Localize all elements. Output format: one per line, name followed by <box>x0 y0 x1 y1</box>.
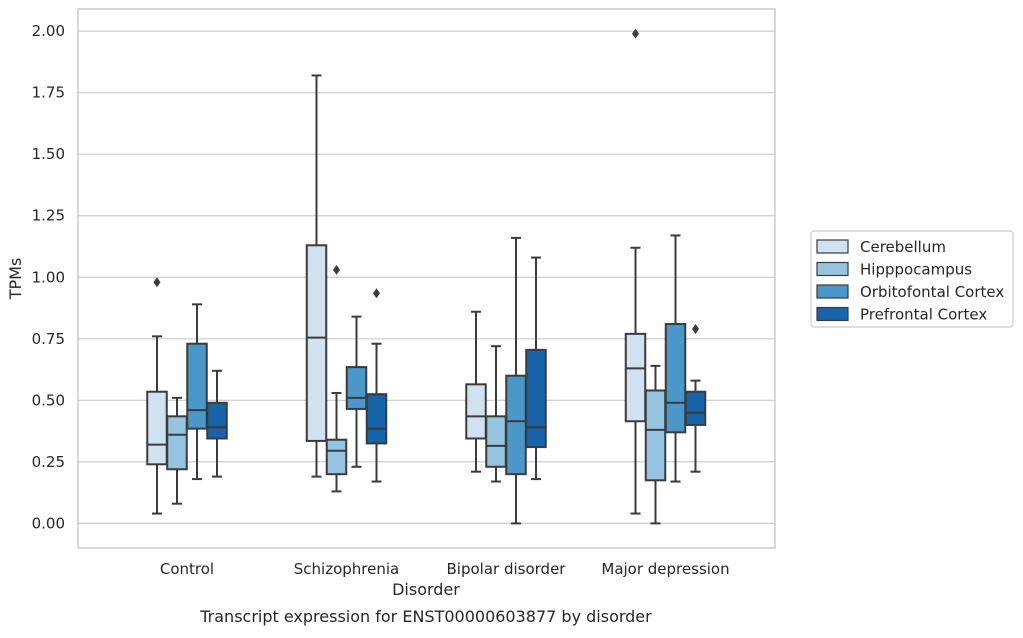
box-iqr <box>664 323 687 434</box>
box-iqr <box>465 383 487 440</box>
box-iqr <box>206 401 228 440</box>
legend-item: Cerebellum <box>816 238 946 256</box>
box <box>186 303 208 481</box>
y-tick-label: 0.00 <box>32 514 65 532</box>
box-iqr <box>365 393 388 445</box>
outlier-point <box>632 28 639 39</box>
x-tick-label: Schizophrenia <box>294 560 399 578</box>
outlier-point <box>373 288 380 299</box>
series-prefrontal-cortex <box>206 256 707 483</box>
plot-area-frame <box>77 8 776 549</box>
legend-item: Prefrontal Cortex <box>816 306 987 324</box>
y-tick-label: 1.50 <box>32 145 65 163</box>
y-tick-label: 0.75 <box>32 330 65 348</box>
legend-label: Hipppocampus <box>860 261 972 279</box>
y-tick-label: 1.00 <box>32 268 65 286</box>
box-iqr <box>146 390 168 466</box>
box <box>365 288 388 483</box>
y-tick-label: 2.00 <box>32 22 65 40</box>
box <box>525 256 547 481</box>
legend: Cerebellum Hipppocampus Orbitofontal Corte… <box>810 230 1014 328</box>
box-iqr <box>644 389 667 482</box>
legend-label: Orbitofontal Cortex <box>860 283 1004 301</box>
legend-swatch <box>816 284 849 299</box>
box-iqr <box>505 374 527 476</box>
box-iqr <box>325 438 348 476</box>
x-tick-label: Major depression <box>601 560 729 578</box>
box <box>166 396 188 505</box>
legend-swatch <box>816 239 849 254</box>
legend-frame <box>810 230 1014 328</box>
y-tick-labels: 0.00 0.25 0.50 0.75 1.00 1.25 1.50 1.75 2.00 <box>32 22 65 532</box>
box-iqr <box>305 244 328 442</box>
box-iqr <box>525 348 547 449</box>
box-iqr <box>485 415 507 468</box>
box <box>465 310 487 473</box>
legend-item: Orbitofontal Cortex <box>816 283 1004 301</box>
x-tick-label: Bipolar disorder <box>447 560 567 578</box>
legend-swatch <box>816 306 849 322</box>
x-axis-title: Disorder <box>392 580 460 599</box>
y-tick-label: 1.25 <box>32 207 65 225</box>
outlier-point <box>333 264 340 275</box>
y-axis-title: TPMs <box>6 258 25 301</box>
box <box>485 345 507 483</box>
x-tick-label: Control <box>160 560 214 578</box>
outlier-point <box>153 277 161 288</box>
box <box>206 369 228 478</box>
box-iqr <box>684 390 707 426</box>
legend-label: Prefrontal Cortex <box>860 306 987 324</box>
box <box>664 234 687 483</box>
box <box>325 264 348 493</box>
box-iqr <box>186 342 208 430</box>
box <box>146 277 168 515</box>
box-iqr <box>345 366 368 410</box>
figure-caption: Transcript expression for ENST0000060387… <box>199 607 652 626</box>
legend-item: Hipppocampus <box>816 261 972 279</box>
series-hipppocampus <box>166 264 667 525</box>
box <box>505 236 527 525</box>
box <box>644 364 667 525</box>
y-tick-label: 0.50 <box>32 391 65 409</box>
series-cerebellum <box>146 28 647 515</box>
box <box>305 74 328 478</box>
series-orbitofontal-cortex <box>186 234 687 525</box>
y-tick-label: 0.25 <box>32 453 65 471</box>
x-tick-labels: Control Schizophrenia Bipolar disorder Majo… <box>160 560 730 578</box>
box-iqr <box>624 332 647 423</box>
outlier-point <box>692 323 699 334</box>
box-series-layer <box>146 28 707 525</box>
box <box>624 28 647 515</box>
y-tick-label: 1.75 <box>32 84 65 102</box>
box-iqr <box>166 415 188 471</box>
legend-swatch <box>816 261 849 277</box>
legend-label: Cerebellum <box>860 238 946 256</box>
box <box>684 323 707 473</box>
box <box>345 315 368 468</box>
